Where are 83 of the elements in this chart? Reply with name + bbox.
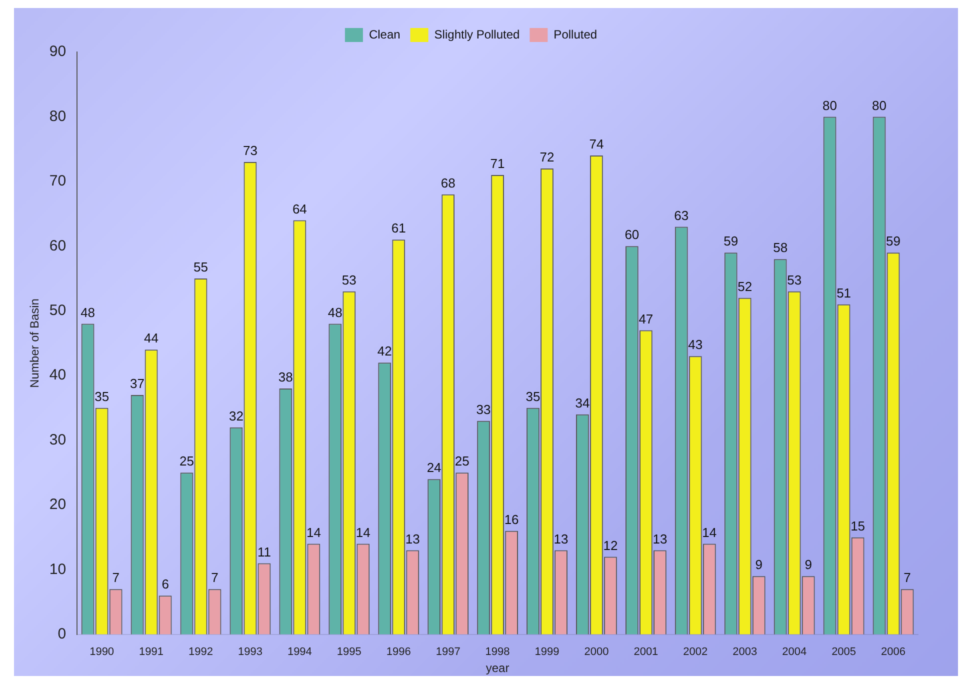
data-label: 71 xyxy=(490,156,505,172)
data-label: 25 xyxy=(454,454,470,469)
data-label: 35 xyxy=(526,388,540,404)
data-label: 60 xyxy=(624,227,640,242)
y-tick-label: 10 xyxy=(49,560,66,578)
data-label: 51 xyxy=(836,285,852,300)
data-label: 34 xyxy=(575,395,590,410)
x-tick-label: 2004 xyxy=(782,646,807,658)
data-label: 44 xyxy=(144,330,159,346)
x-tick-label: 1999 xyxy=(534,646,560,658)
data-label: 6 xyxy=(162,576,169,592)
data-label: 43 xyxy=(688,337,703,352)
data-label: 14 xyxy=(702,524,717,540)
data-label: 13 xyxy=(652,531,668,546)
data-label: 64 xyxy=(292,201,307,216)
x-tick-label: 1998 xyxy=(485,646,510,658)
x-tick-label: 2006 xyxy=(881,646,906,658)
x-tick-label: 2005 xyxy=(832,646,856,658)
data-label: 38 xyxy=(278,370,293,385)
data-label: 68 xyxy=(440,175,456,190)
data-label: 52 xyxy=(738,278,752,294)
data-label: 33 xyxy=(476,402,491,417)
x-tick-label: 1993 xyxy=(238,646,262,658)
y-axis-title: Number of Basin xyxy=(28,298,42,388)
y-tick-label: 20 xyxy=(49,496,66,514)
data-label: 48 xyxy=(328,304,342,320)
x-tick-label: 2003 xyxy=(732,646,758,658)
data-label: 59 xyxy=(886,234,900,249)
y-tick-label: 0 xyxy=(58,626,66,643)
x-tick-label: 1994 xyxy=(287,646,312,658)
data-label: 59 xyxy=(724,234,738,249)
y-tick-label: 40 xyxy=(49,366,66,384)
data-label: 72 xyxy=(540,150,554,165)
data-label: 63 xyxy=(674,208,689,223)
data-label: 80 xyxy=(822,98,838,113)
data-label: 55 xyxy=(194,260,208,275)
data-label: 9 xyxy=(755,557,763,572)
data-label: 16 xyxy=(504,512,519,527)
data-label: 74 xyxy=(589,136,604,152)
data-label: 73 xyxy=(242,143,258,158)
data-label: 11 xyxy=(257,544,271,560)
y-tick-label: 90 xyxy=(49,43,66,60)
data-label: 7 xyxy=(904,570,911,586)
data-label: 58 xyxy=(773,240,788,256)
data-label: 47 xyxy=(638,311,654,326)
x-tick-label: 1996 xyxy=(386,646,411,658)
data-label: 7 xyxy=(112,570,120,586)
x-tick-label: 1990 xyxy=(90,646,114,658)
data-label: 80 xyxy=(872,98,886,113)
x-tick-label: 1997 xyxy=(436,646,460,658)
legend-label: Slightly Polluted xyxy=(434,27,520,42)
data-label: 61 xyxy=(391,220,406,236)
y-tick-label: 80 xyxy=(49,108,66,125)
legend-label: Polluted xyxy=(554,27,598,42)
data-label: 13 xyxy=(554,531,568,546)
x-tick-label: 2002 xyxy=(683,646,708,658)
x-tick-label: 1995 xyxy=(336,646,362,658)
y-tick-label: 50 xyxy=(49,302,66,319)
legend-label: Clean xyxy=(368,27,400,42)
data-label: 14 xyxy=(306,524,321,540)
x-tick-label: 2000 xyxy=(584,646,609,658)
data-label: 42 xyxy=(377,344,392,359)
data-label: 53 xyxy=(787,272,802,288)
y-tick-label: 70 xyxy=(49,172,66,190)
y-tick-label: 60 xyxy=(49,237,66,254)
data-label: 7 xyxy=(211,570,218,586)
data-label: 35 xyxy=(94,388,110,404)
data-label: 24 xyxy=(426,460,442,476)
data-label: 12 xyxy=(603,538,618,553)
x-tick-label: 1992 xyxy=(188,646,213,658)
data-label: 37 xyxy=(130,376,144,392)
data-label: 9 xyxy=(804,557,812,572)
x-tick-label: 1991 xyxy=(139,646,164,658)
data-label: 25 xyxy=(180,454,194,469)
data-label: 32 xyxy=(228,408,244,424)
data-label: 48 xyxy=(80,304,96,320)
data-label: 53 xyxy=(342,272,356,288)
y-tick-label: 30 xyxy=(49,431,66,448)
x-axis-title: year xyxy=(486,661,510,676)
data-label: 14 xyxy=(356,524,370,540)
data-label: 15 xyxy=(850,518,866,534)
x-tick-label: 2001 xyxy=(634,646,658,658)
data-label: 13 xyxy=(405,531,420,546)
